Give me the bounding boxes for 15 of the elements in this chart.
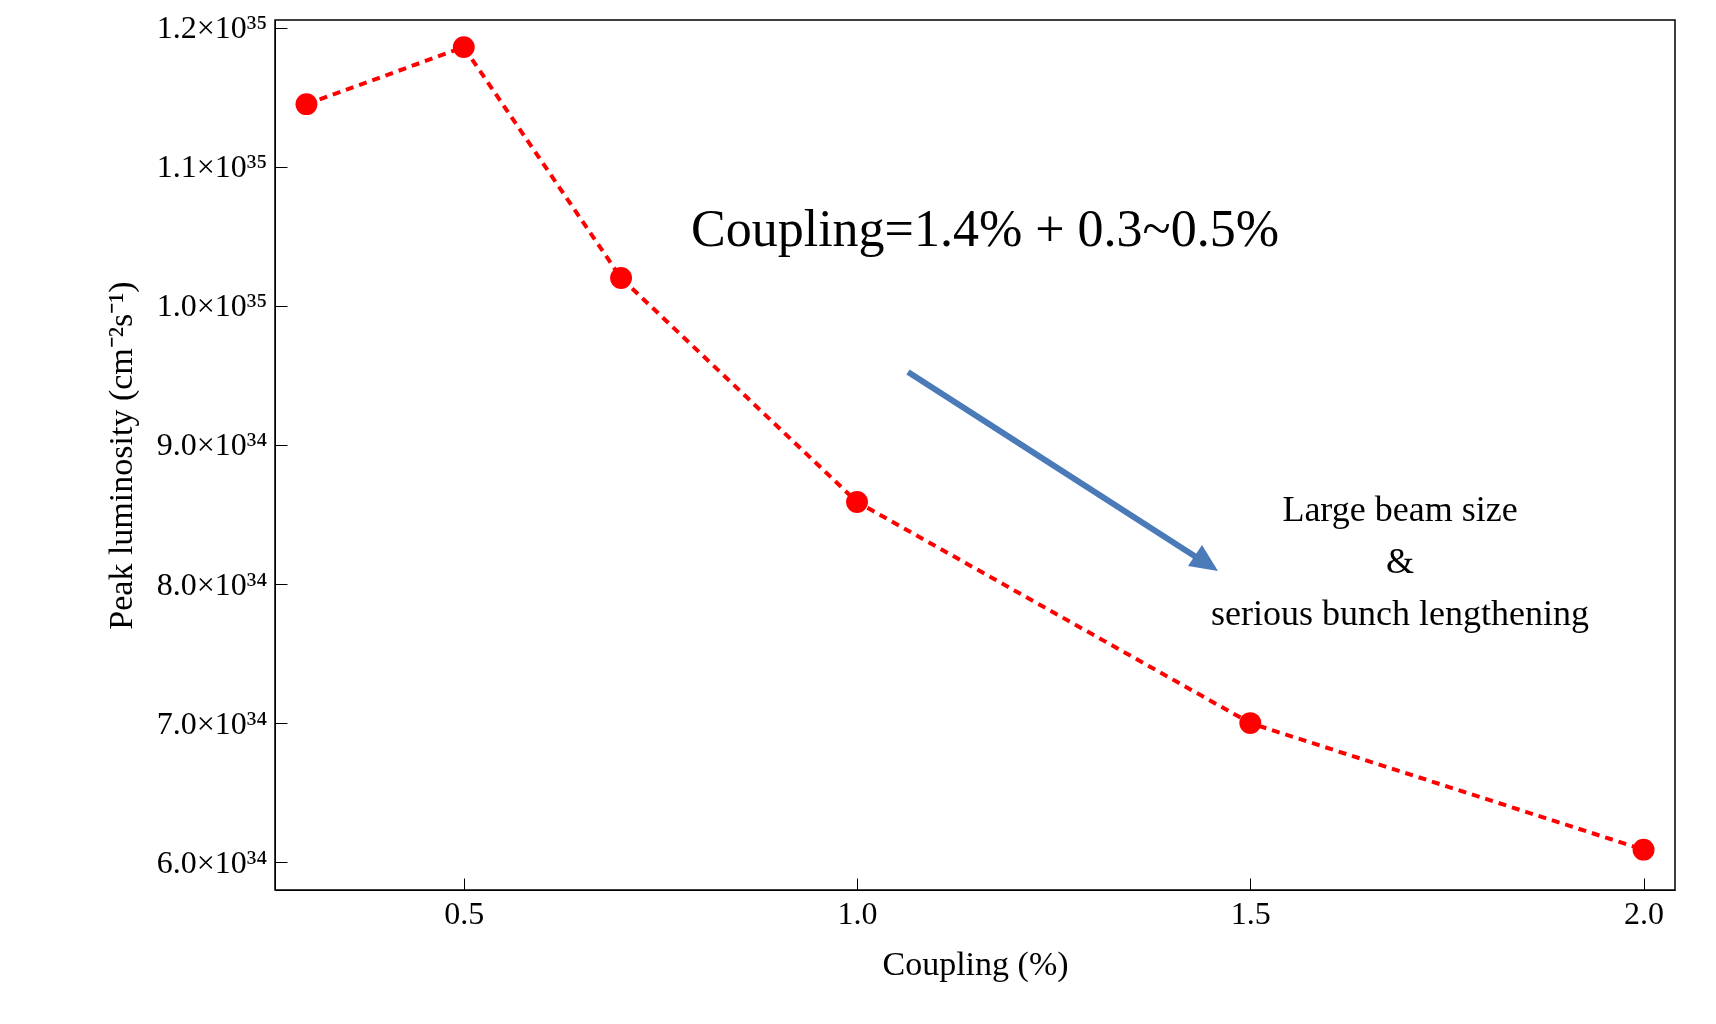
y-tick-label: 9.0×10³⁴ (156, 426, 268, 463)
x-tick-label: 1.5 (1230, 894, 1271, 931)
y-tick-label: 1.1×10³⁵ (156, 148, 268, 185)
x-tick-label: 1.0 (837, 894, 878, 931)
y-axis-title: Peak luminosity (cm⁻²s⁻¹) (101, 281, 140, 630)
x-tick-label: 0.5 (444, 894, 485, 931)
y-tick-label: 6.0×10³⁴ (156, 843, 268, 880)
annotation: Coupling=1.4% + 0.3~0.5% (691, 200, 1279, 257)
x-tick-label: 2.0 (1624, 894, 1665, 931)
y-tick-label: 7.0×10³⁴ (156, 704, 268, 741)
x-axis-title: Coupling (%) (882, 944, 1069, 983)
annotation: Large beam size & serious bunch lengthening (1211, 489, 1589, 634)
y-tick-label: 1.0×10³⁵ (156, 287, 268, 324)
y-tick-label: 1.2×10³⁵ (156, 9, 268, 46)
y-tick-label: 8.0×10³⁴ (156, 565, 268, 602)
